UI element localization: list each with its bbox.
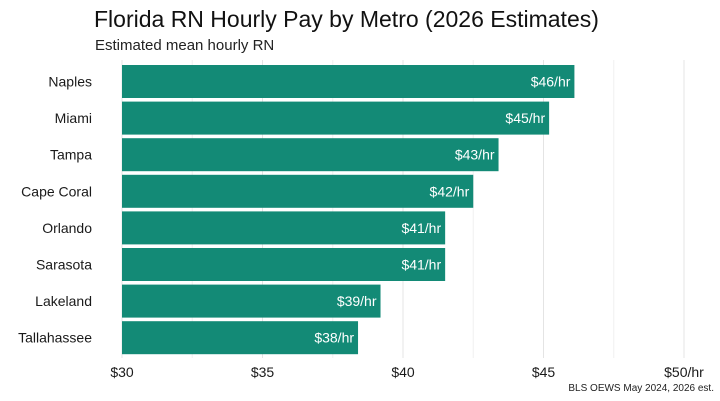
value-label-6: $39/hr — [337, 293, 377, 309]
chart-subtitle: Estimated mean hourly RN — [95, 37, 275, 54]
bar-2 — [122, 138, 499, 172]
category-label-6: Lakeland — [35, 293, 92, 309]
value-label-7: $38/hr — [314, 330, 354, 346]
bar-3 — [122, 174, 474, 208]
x-tick-label-1: $35 — [251, 364, 275, 380]
bar-5 — [122, 248, 446, 281]
source-note: BLS OEWS May 2024, 2026 est. — [568, 383, 714, 394]
x-tick-label-0: $30 — [110, 364, 134, 380]
category-label-1: Miami — [55, 110, 92, 126]
category-label-2: Tampa — [50, 147, 92, 163]
value-label-4: $41/hr — [401, 220, 441, 236]
category-label-3: Cape Coral — [21, 183, 92, 199]
value-label-2: $43/hr — [455, 147, 495, 163]
value-label-3: $42/hr — [430, 183, 470, 199]
x-tick-label-3: $45 — [532, 364, 556, 380]
bar-4 — [122, 211, 446, 245]
x-tick-label-4: $50/hr — [664, 364, 704, 380]
x-tick-label-2: $40 — [391, 364, 415, 380]
value-label-1: $45/hr — [505, 110, 545, 126]
bar-0 — [122, 65, 575, 98]
bar-1 — [122, 101, 550, 135]
category-label-5: Sarasota — [36, 257, 92, 273]
bar-7 — [122, 321, 359, 355]
category-label-7: Tallahassee — [18, 330, 92, 346]
chart-title: Florida RN Hourly Pay by Metro (2026 Est… — [94, 6, 599, 32]
category-label-0: Naples — [48, 74, 92, 90]
category-label-4: Orlando — [42, 220, 92, 236]
bar-6 — [122, 284, 381, 318]
value-label-5: $41/hr — [401, 257, 441, 273]
value-label-0: $46/hr — [531, 74, 571, 90]
